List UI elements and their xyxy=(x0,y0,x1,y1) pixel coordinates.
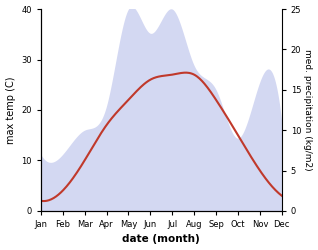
X-axis label: date (month): date (month) xyxy=(122,234,200,244)
Y-axis label: med. precipitation (kg/m2): med. precipitation (kg/m2) xyxy=(303,49,313,171)
Y-axis label: max temp (C): max temp (C) xyxy=(5,76,16,144)
